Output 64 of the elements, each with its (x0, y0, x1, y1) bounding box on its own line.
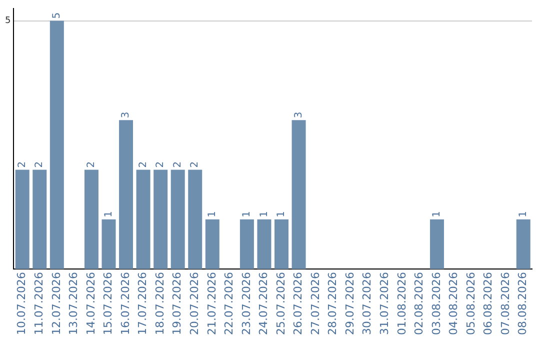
data-label: 1 (432, 211, 443, 218)
bar (274, 219, 288, 270)
x-tick-label: 07.08.2026 (498, 272, 512, 336)
x-tick-label: 06.08.2026 (482, 272, 495, 336)
bar (257, 219, 272, 270)
x-tick-label: 03.08.2026 (430, 272, 443, 336)
x-tick-label: 02.08.2026 (412, 272, 426, 336)
bar (50, 20, 64, 270)
x-tick-label: 18.07.2026 (153, 272, 166, 336)
x-tick-label: 22.07.2026 (222, 272, 236, 336)
data-label: 3 (293, 112, 304, 118)
bar (205, 219, 220, 270)
x-tick-label: 25.07.2026 (274, 272, 288, 336)
data-label: 5 (52, 12, 63, 19)
bar (170, 170, 185, 270)
bar (119, 120, 134, 270)
data-label: 2 (86, 161, 98, 168)
x-tick-label: 16.07.2026 (118, 272, 132, 336)
x-tick-label: 17.07.2026 (136, 272, 150, 336)
data-label: 1 (518, 211, 529, 218)
x-tick-label: 05.08.2026 (464, 272, 478, 336)
x-tick-label: 27.07.2026 (308, 272, 322, 336)
x-tick-label: 24.07.2026 (257, 272, 270, 336)
bar (15, 170, 30, 270)
bar (430, 219, 444, 270)
x-tick-label: 31.07.2026 (378, 272, 392, 336)
data-label: 2 (34, 161, 46, 168)
x-tick-label: 12.07.2026 (50, 272, 63, 336)
bar (240, 219, 254, 270)
x-tick-label: 01.08.2026 (395, 272, 408, 336)
x-tick-label: 23.07.2026 (240, 272, 253, 336)
bar (102, 219, 116, 270)
bar (136, 170, 150, 270)
data-label: 2 (190, 161, 201, 168)
bar (154, 170, 168, 270)
data-label: 2 (138, 161, 149, 168)
bar (188, 170, 202, 270)
x-tick-label: 30.07.2026 (360, 272, 374, 336)
x-tick-label: 28.07.2026 (326, 272, 340, 336)
x-tick-label: 20.07.2026 (188, 272, 201, 336)
x-tick-label: 19.07.2026 (170, 272, 184, 336)
x-tick-label: 04.08.2026 (447, 272, 460, 336)
x-tick-label: 14.07.2026 (84, 272, 98, 336)
x-tick-label: 10.07.2026 (15, 272, 28, 336)
data-label: 1 (206, 211, 218, 218)
data-label: 3 (120, 112, 132, 118)
x-tick-label: 11.07.2026 (32, 272, 46, 336)
x-tick-label: 08.08.2026 (516, 272, 530, 336)
x-tick-label: 13.07.2026 (67, 272, 80, 336)
bar (84, 170, 98, 270)
x-tick-label: 29.07.2026 (343, 272, 356, 336)
bar (32, 170, 47, 270)
x-tick-label: 15.07.2026 (102, 272, 115, 336)
data-label: 1 (242, 211, 253, 218)
x-tick-label: 21.07.2026 (205, 272, 218, 336)
bar (292, 120, 306, 270)
data-label: 2 (16, 161, 28, 168)
data-label: 2 (172, 161, 184, 168)
data-label: 1 (276, 211, 288, 218)
data-label: 2 (155, 161, 166, 168)
data-label: 1 (103, 211, 114, 218)
data-label: 1 (258, 211, 270, 218)
x-tick-label: 26.07.2026 (292, 272, 305, 336)
bar (516, 219, 530, 270)
